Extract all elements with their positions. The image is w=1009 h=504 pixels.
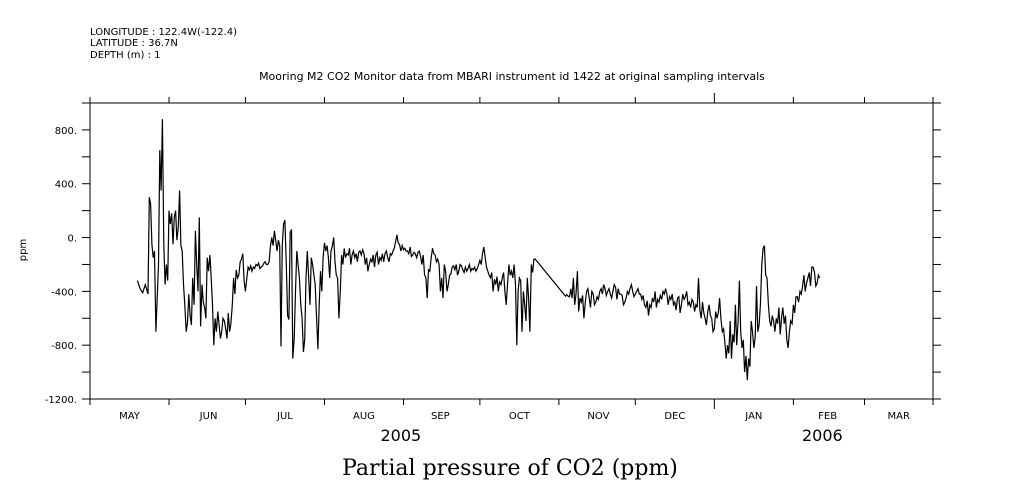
x-month-label: JUN [199,411,218,422]
x-month-label: JUL [276,411,293,422]
y-axis-label: ppm [18,239,29,261]
x-month-label: OCT [509,411,531,422]
y-tick-label: 800. [55,126,77,137]
x-year-label: 2005 [380,426,421,445]
plot-frame [89,102,934,400]
y-axis: -1200. -800. -400. 0. 400. 800. [45,102,941,406]
chart-title: Mooring M2 CO2 Monitor data from MBARI i… [259,70,765,83]
x-month-label: MAY [119,411,141,422]
x-month-label: FEB [818,411,837,422]
x-month-label: AUG [353,411,375,422]
y-tick-label: 400. [55,180,77,191]
y-tick-label: -400. [51,287,77,298]
latitude-label: LATITUDE : 36.7N [90,38,178,49]
y-tick-label: -1200. [45,395,77,406]
y-tick-label: 0. [67,234,77,245]
series-layer [136,119,821,381]
series-line-pco2 [136,119,821,381]
x-axis: MAY JUN JUL AUG SEP OCT NOV DEC JAN FEB MAR 2005 200… [89,93,934,445]
x-month-label: NOV [587,411,609,422]
x-month-label: MAR [888,411,910,422]
plot-border [89,102,934,400]
depth-label: DEPTH (m) : 1 [90,50,161,61]
x-year-label: 2006 [802,426,843,445]
y-tick-label: -800. [51,341,77,352]
longitude-label: LONGITUDE : 122.4W(-122.4) [90,27,237,38]
x-month-label: JAN [744,411,762,422]
x-month-label: SEP [431,411,450,422]
x-axis-title: Partial pressure of CO2 (ppm) [342,456,678,481]
x-month-label: DEC [664,411,685,422]
